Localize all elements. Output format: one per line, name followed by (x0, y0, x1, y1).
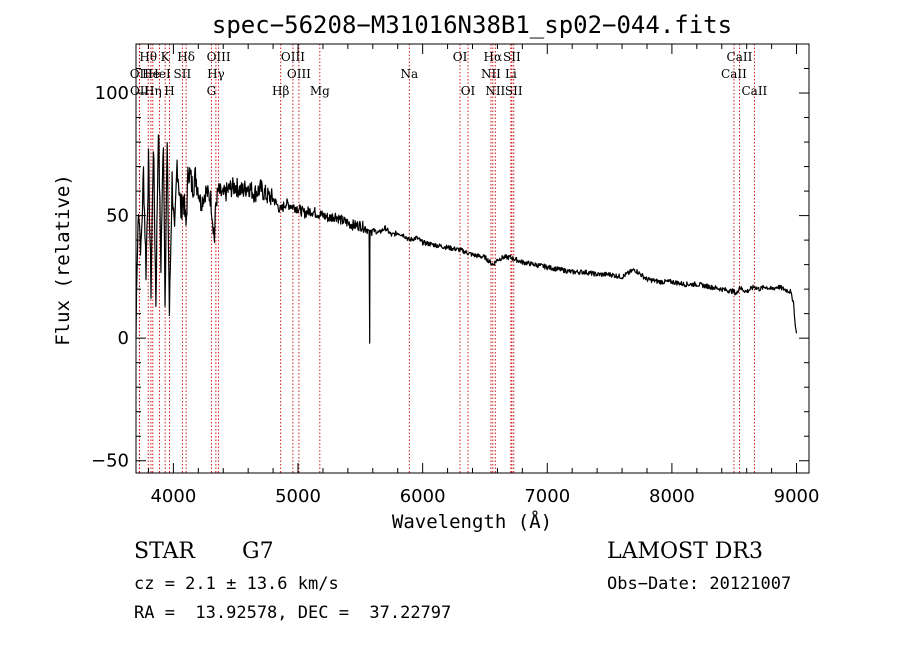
line-label-22: NII (485, 84, 505, 98)
line-markers (138, 44, 755, 473)
survey-name: LAMOST DR3 (607, 539, 763, 564)
line-label-24: Li (505, 67, 517, 81)
line-label-5: K (161, 50, 171, 64)
spectrum-line (135, 134, 798, 344)
line-label-0: Hθ (139, 50, 157, 64)
line-label-12: G (207, 84, 217, 98)
line-label-23: SII (503, 50, 521, 64)
line-label-17: Na (400, 67, 418, 81)
x-tick-label-4000: 4000 (150, 486, 196, 507)
line-label-16: Mg (310, 84, 330, 98)
x-axis-label: Wavelength (Å) (392, 510, 552, 533)
line-label-18: OI (453, 50, 468, 64)
line-label-4: Hη (144, 84, 162, 98)
chart-title: spec−56208−M31016N38B1_sp02−044.fits (212, 11, 732, 39)
line-label-6: HeI (148, 67, 171, 81)
line-label-25: SII (505, 84, 523, 98)
line-label-20: Hα (484, 50, 503, 64)
y-tick-label-3: 100 (95, 83, 129, 104)
obs-date: Obs−Date: 20121007 (607, 574, 792, 594)
line-label-10: OIII (207, 50, 231, 64)
x-tick-label-6000: 6000 (400, 486, 446, 507)
line-label-28: CaII (741, 84, 767, 98)
line-label-3: He (142, 67, 160, 81)
y-axis-label: Flux (relative) (52, 174, 74, 346)
y-tick-label-0: −50 (91, 451, 129, 472)
line-label-21: NII (481, 67, 501, 81)
line-label-14: OIII (281, 50, 305, 64)
x-tick-label-7000: 7000 (524, 486, 570, 507)
line-label-1: OII (130, 67, 150, 81)
y-tick-label-1: 0 (118, 328, 129, 349)
line-label-11: Hγ (207, 67, 225, 81)
y-axis: −50 0 50 100 (91, 43, 809, 472)
object-class: STAR (134, 539, 195, 564)
line-label-15: OIII (287, 67, 311, 81)
line-label-9: Hδ (177, 50, 195, 64)
redshift-cz: cz = 2.1 ± 13.6 km/s (134, 574, 339, 594)
x-axis: 4000 5000 6000 7000 8000 9000 (147, 44, 820, 507)
object-subclass: G7 (242, 539, 274, 564)
line-label-8: SII (174, 67, 192, 81)
line-label-26: CaII (727, 50, 753, 64)
line-label-19: OI (461, 84, 476, 98)
line-label-2: OII (130, 84, 150, 98)
coordinates: RA = 13.92578, DEC = 37.22797 (134, 603, 452, 623)
y-tick-label-2: 50 (106, 206, 129, 227)
x-tick-label-5000: 5000 (275, 486, 321, 507)
x-tick-label-8000: 8000 (649, 486, 695, 507)
line-label-7: H (164, 84, 174, 98)
line-label-13: Hβ (272, 84, 289, 98)
x-tick-label-9000: 9000 (774, 486, 820, 507)
line-label-27: CaII (721, 67, 747, 81)
plot-frame (135, 43, 810, 474)
